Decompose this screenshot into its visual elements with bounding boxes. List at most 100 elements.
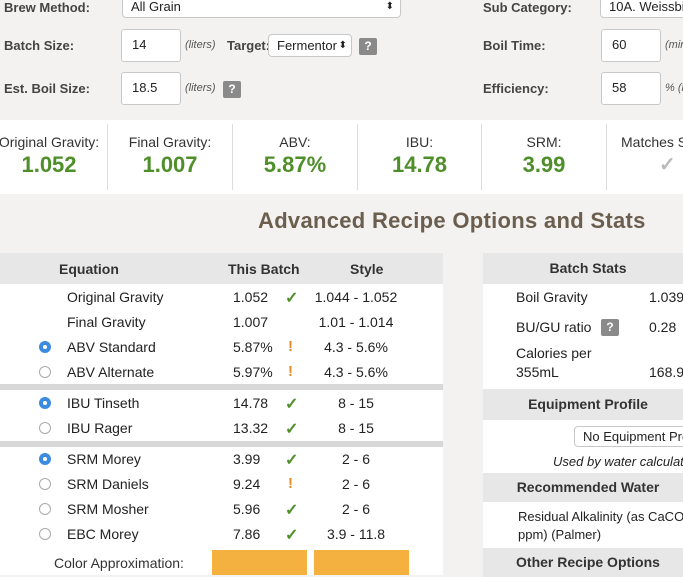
divider: [606, 124, 607, 190]
equation-radio[interactable]: [39, 366, 51, 378]
equation-name: IBU Tinseth: [67, 395, 140, 411]
check-icon: ✓: [285, 290, 299, 307]
divider: [232, 124, 233, 190]
batch-value: 5.96: [233, 501, 261, 517]
table-row[interactable]: ABV Alternate 5.97%! 4.3 - 5.6%: [0, 360, 443, 385]
target-help-icon[interactable]: ?: [359, 38, 377, 55]
equation-radio[interactable]: [39, 341, 51, 353]
sub-category-select[interactable]: 10A. Weissbier: [600, 0, 683, 18]
brew-method-select[interactable]: All Grain ⬍: [122, 0, 401, 18]
equation-radio[interactable]: [39, 453, 51, 465]
batch-stats-header: Batch Stats: [483, 253, 683, 284]
style-range: 3.9 - 11.8: [326, 526, 386, 542]
check-icon: ✓: [659, 154, 676, 176]
batch-value: 13.32: [233, 420, 269, 436]
table-row[interactable]: SRM Mosher 5.96 ✓ 2 - 6: [0, 497, 443, 522]
calories-label-unit: 355mL: [516, 364, 559, 380]
group-divider: [0, 384, 443, 390]
equation-name: IBU Rager: [67, 420, 133, 436]
table-row: Final Gravity 1.007 1.01 - 1.014: [0, 310, 443, 335]
efficiency-input[interactable]: 58: [601, 72, 661, 105]
divider: [357, 124, 358, 190]
warning-icon: !: [288, 338, 293, 355]
boil-gravity-label: Boil Gravity: [516, 289, 588, 305]
table-row[interactable]: SRM Morey 3.99 ✓ 2 - 6: [0, 447, 443, 472]
table-row[interactable]: IBU Rager 13.32 ✓ 8 - 15: [0, 416, 443, 441]
stat-abv-value: 5.87%: [263, 152, 327, 177]
divider: [107, 124, 108, 190]
stat-og-title: Original Gravity:: [0, 134, 100, 150]
color-swatch-style: [314, 550, 409, 575]
target-value: Fermentor: [277, 38, 337, 53]
color-approx-label: Color Approximation:: [54, 555, 184, 571]
bugu-label: BU/GU ratio: [516, 319, 592, 335]
select-arrows-icon: ⬍: [338, 40, 347, 51]
batch-value: 9.24: [233, 476, 261, 492]
stat-matches-style: Matches Style: ✓: [607, 120, 683, 194]
table-row[interactable]: EBC Morey 7.86 ✓ 3.9 - 11.8: [0, 522, 443, 547]
stat-ibu-value: 14.78: [391, 152, 448, 177]
stat-og: Original Gravity: 1.052: [0, 120, 114, 194]
batch-value: 3.99: [233, 451, 261, 467]
equation-panel: Equation This Batch Style: [0, 253, 443, 575]
batch-value: 14.78: [233, 395, 269, 411]
brew-method-label: Brew Method:: [4, 0, 90, 15]
table-row[interactable]: SRM Daniels 9.24! 2 - 6: [0, 472, 443, 497]
stat-fg-value: 1.007: [142, 152, 198, 177]
check-icon: ✓: [285, 421, 299, 438]
est-boil-size-input[interactable]: 18.5: [121, 72, 181, 105]
sub-category-value: 10A. Weissbier: [609, 0, 683, 14]
residual-alkalinity-source: ppm) (Palmer): [518, 527, 602, 542]
residual-alkalinity-label: Residual Alkalinity (as CaCO3: [518, 509, 683, 524]
table-row[interactable]: IBU Tinseth 14.78 ✓ 8 - 15: [0, 391, 443, 416]
equation-name: ABV Standard: [67, 339, 156, 355]
warning-icon: !: [288, 475, 293, 492]
efficiency-unit: % (brew house): [665, 82, 683, 94]
stat-ibu: IBU: 14.78: [358, 120, 481, 194]
equation-radio[interactable]: [39, 397, 51, 409]
batch-size-input[interactable]: 14: [121, 29, 181, 62]
style-range: 2 - 6: [341, 451, 370, 467]
check-icon: ✓: [285, 502, 299, 519]
style-range: 1.044 - 1.052: [314, 289, 398, 305]
efficiency-label: Efficiency:: [483, 81, 549, 96]
equation-name: SRM Daniels: [67, 476, 149, 492]
batch-value: 1.007: [233, 314, 269, 330]
stat-abv-title: ABV:: [279, 134, 311, 150]
boil-gravity-value: 1.039: [649, 289, 683, 305]
stat-fg-title: Final Gravity:: [128, 134, 212, 150]
recommended-water-header: Recommended Water: [483, 473, 683, 502]
stat-og-value: 1.052: [21, 152, 77, 177]
table-row: Original Gravity 1.052 ✓ 1.044 - 1.052: [0, 285, 443, 310]
boil-time-label: Boil Time:: [483, 38, 546, 53]
table-row[interactable]: ABV Standard 5.87%! 4.3 - 5.6%: [0, 335, 443, 360]
equation-name: Final Gravity: [67, 314, 146, 330]
divider: [481, 124, 482, 190]
other-options-header: Other Recipe Options: [483, 548, 683, 577]
batch-value: 5.87%: [233, 339, 273, 355]
equipment-note: Used by water calculator: [553, 454, 683, 469]
bugu-help-icon[interactable]: ?: [601, 319, 619, 336]
est-boil-size-label: Est. Boil Size:: [4, 81, 90, 96]
check-icon: ✓: [285, 452, 299, 469]
equation-radio[interactable]: [39, 478, 51, 490]
equipment-profile-select[interactable]: No Equipment Profile: [574, 426, 683, 447]
stat-srm-value: 3.99: [522, 152, 566, 177]
equation-radio[interactable]: [39, 503, 51, 515]
stat-abv: ABV: 5.87%: [233, 120, 357, 194]
batch-value: 5.97%: [233, 364, 273, 380]
style-range: 8 - 15: [338, 395, 374, 411]
style-range: 4.3 - 5.6%: [324, 339, 388, 355]
equation-radio[interactable]: [39, 422, 51, 434]
boil-size-help-icon[interactable]: ?: [223, 81, 241, 98]
target-select[interactable]: Fermentor ⬍: [268, 34, 352, 57]
equation-name: ABV Alternate: [67, 364, 155, 380]
stat-ibu-title: IBU:: [405, 134, 434, 150]
select-arrows-icon: ⬍: [385, 1, 394, 12]
brew-method-value: All Grain: [131, 0, 181, 14]
equation-radio[interactable]: [39, 528, 51, 540]
sub-category-label: Sub Category:: [483, 0, 572, 15]
stat-srm-title: SRM:: [526, 134, 562, 150]
boil-time-input[interactable]: 60: [601, 29, 661, 62]
check-icon: ✓: [285, 527, 299, 544]
